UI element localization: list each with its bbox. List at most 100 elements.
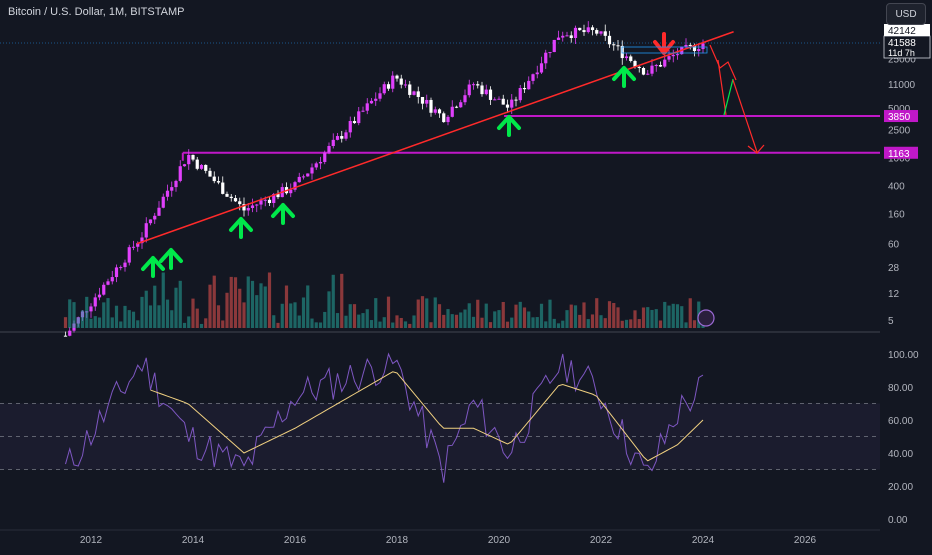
candle-body (586, 27, 590, 33)
candle-body (182, 164, 187, 167)
candle-body (531, 74, 535, 81)
candle-body (616, 45, 620, 47)
candle-body (357, 111, 361, 124)
candle-body (595, 30, 599, 34)
candle-body (246, 208, 250, 211)
volume-bar (573, 305, 578, 328)
volume-bar (272, 315, 276, 328)
volume-bar (250, 280, 255, 328)
volume-bar (187, 316, 191, 328)
volume-bar (97, 317, 102, 328)
candle-body (408, 84, 412, 95)
price-tick-label: 160 (888, 210, 905, 221)
candle-body (697, 49, 701, 52)
candle-body (123, 262, 127, 268)
candle-body (289, 189, 293, 194)
volume-bar (182, 322, 187, 328)
candle-body (399, 78, 403, 85)
candle-body (437, 109, 442, 114)
candle-body (671, 54, 675, 57)
volume-bar (582, 302, 586, 328)
candle-body (361, 110, 365, 112)
level-price-label: 1163 (888, 149, 910, 160)
volume-bar (221, 320, 225, 328)
candle-body (382, 84, 386, 94)
volume-bar (612, 302, 616, 328)
volume-bar (318, 322, 323, 328)
volume-bar (599, 315, 603, 328)
currency-button[interactable]: USD (886, 3, 926, 25)
candle-body (667, 56, 671, 60)
price-tick-label: 28 (888, 263, 900, 274)
candle-body (471, 84, 476, 86)
candle-body (527, 80, 531, 90)
candle-body (191, 154, 195, 160)
volume-bar (416, 299, 420, 328)
volume-bar (471, 316, 476, 328)
price-pane[interactable] (0, 21, 880, 531)
candle-body (637, 66, 641, 68)
candle-body (161, 196, 165, 208)
candle-body (675, 54, 680, 56)
volume-bar (170, 310, 174, 328)
candle-body (242, 204, 246, 211)
volume-bar (497, 310, 501, 328)
candle-body (297, 176, 301, 183)
axes: 25000 11000 5000 2500 1000 400 160 60 28 12 5 41588… (80, 24, 931, 546)
volume-bar (216, 305, 221, 328)
rsi-tick-label: 80.00 (888, 383, 913, 394)
candle-body (301, 176, 306, 178)
candle-body (561, 35, 565, 38)
candle-body (110, 277, 114, 282)
time-tick-label: 2022 (590, 535, 613, 546)
volume-bar (297, 315, 301, 328)
candle-body (578, 27, 582, 31)
candle-body (548, 52, 552, 54)
volume-bar (106, 298, 110, 328)
candle-body (131, 246, 136, 248)
price-tick-label: 400 (888, 182, 905, 193)
time-tick-label: 2020 (488, 535, 511, 546)
volume-bar (565, 310, 569, 328)
candle-body (573, 27, 578, 38)
candle-body (344, 132, 348, 139)
candle-body (229, 196, 233, 199)
green-up-arrow (141, 256, 165, 278)
candle-body (476, 84, 480, 86)
volume-bar (552, 318, 556, 328)
trendline[interactable] (136, 31, 734, 245)
volume-bar (667, 305, 671, 328)
volume-bar (327, 291, 331, 328)
volume-bar (518, 301, 522, 328)
projection-arrowhead (747, 144, 765, 154)
indicator-toggle-icon[interactable] (697, 309, 715, 327)
volume-bar (340, 273, 344, 328)
candle-body (327, 146, 331, 153)
candle-body (238, 201, 242, 205)
volume-bar (663, 301, 667, 328)
candle-body (603, 31, 607, 36)
price-tick-label: 5000 (888, 104, 911, 115)
candle-body (454, 106, 459, 108)
price-tick-label: 1000 (888, 153, 911, 164)
volume-bar (514, 304, 518, 328)
candle-body (701, 43, 705, 50)
candle-body (535, 72, 539, 75)
volume-bar (586, 319, 590, 328)
volume-bar (590, 314, 595, 328)
candle-body (395, 75, 399, 79)
volume-bar (675, 304, 680, 328)
volume-bar (374, 298, 378, 328)
green-arrow-shape (159, 248, 183, 270)
volume-bar (510, 317, 514, 328)
candle-body (599, 31, 603, 34)
candle-body (658, 65, 663, 67)
rsi-pane[interactable] (0, 352, 880, 483)
volume-bar (544, 321, 548, 328)
candle-body (157, 207, 161, 216)
last-price-label: 41588 (888, 38, 916, 49)
candle-body (403, 84, 408, 86)
rsi-ma-line (150, 371, 704, 462)
